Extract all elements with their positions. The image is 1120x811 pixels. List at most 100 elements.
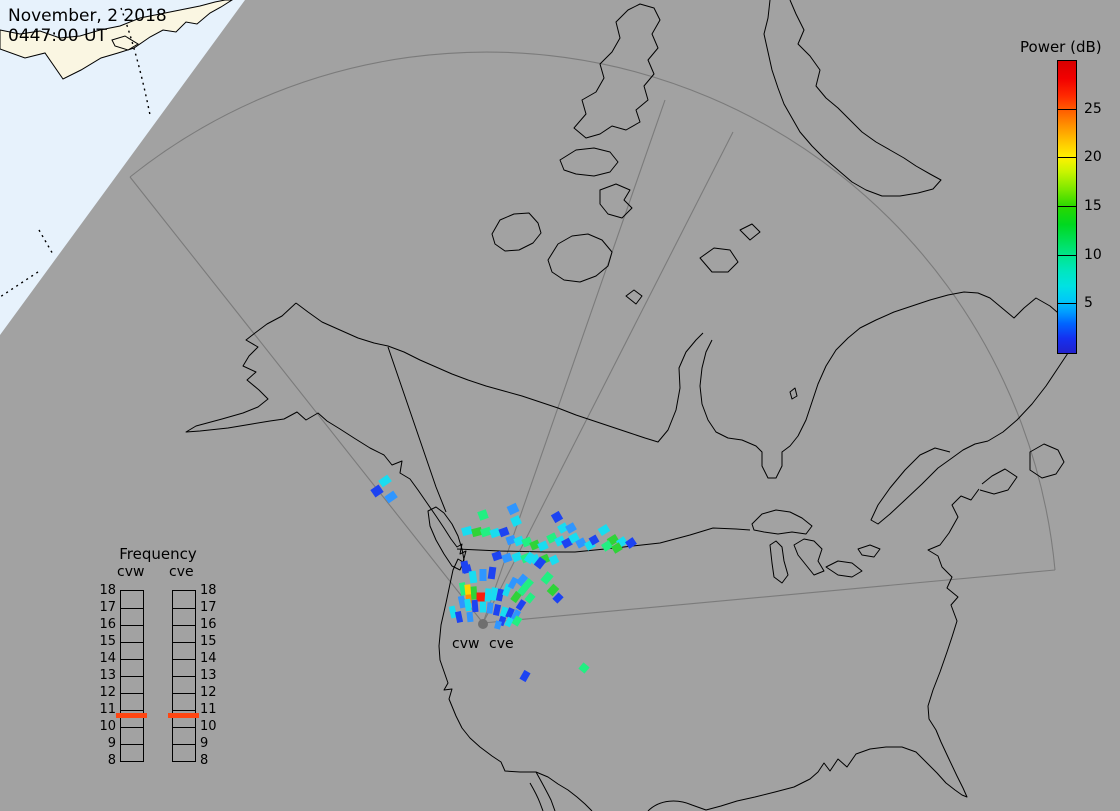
frequency-tick-label: 17 <box>99 600 116 615</box>
echo-cell <box>557 522 569 534</box>
frequency-tick-label: 10 <box>200 719 217 734</box>
frequency-rung <box>121 625 143 626</box>
colorbar-tick-line <box>1057 206 1077 207</box>
echo-cell <box>477 509 489 521</box>
frequency-tick-label: 9 <box>200 736 209 751</box>
lake-michigan <box>769 540 789 584</box>
echo-cell <box>489 527 501 539</box>
far-sea <box>0 0 245 335</box>
echo-cell <box>501 552 513 564</box>
island-somerset <box>599 183 633 219</box>
island-newfoundland <box>1029 443 1065 479</box>
echo-cell <box>491 550 503 562</box>
echo-cell <box>466 611 474 623</box>
frequency-rung <box>173 608 195 609</box>
echo-cell <box>524 592 536 604</box>
frequency-rung <box>173 744 195 745</box>
border-alaska-yukon <box>387 346 447 513</box>
timestamp-block: November, 2 2018 0447:00 UT <box>8 6 167 46</box>
echo-cell <box>597 523 611 537</box>
frequency-tick-label: 15 <box>200 634 217 649</box>
colorbar-tick-line <box>1057 108 1077 110</box>
frequency-tick-label: 12 <box>99 685 116 700</box>
colorbar-gradient-bar <box>1057 60 1077 354</box>
frequency-legend: Frequency cvw cve 18 17 16 15 14 13 12 11 10 9 8 18… <box>88 545 236 775</box>
map-coastlines <box>185 0 1075 811</box>
far-map-corner <box>0 0 245 335</box>
echo-cell <box>565 522 577 534</box>
frequency-rung <box>121 727 143 728</box>
frequency-ladder-cvw <box>116 590 147 762</box>
echo-cell <box>448 605 458 619</box>
time-label: 0447:00 UT <box>8 26 107 46</box>
far-island <box>111 35 139 51</box>
frequency-rung <box>121 744 143 745</box>
frequency-rung <box>121 608 143 609</box>
colorbar-tick-label: 10 <box>1084 246 1102 263</box>
border-us-canada <box>456 527 751 553</box>
echo-cell <box>533 556 547 570</box>
frequency-tick-label: 13 <box>200 668 217 683</box>
frequency-tick-label: 12 <box>200 685 217 700</box>
frequency-tick-label: 15 <box>99 634 116 649</box>
echo-cell <box>480 526 492 538</box>
echo-cell <box>468 570 478 584</box>
echo-cell <box>521 536 533 548</box>
frequency-tick-label: 17 <box>200 600 217 615</box>
colorbar-tick-label: 25 <box>1084 100 1102 117</box>
echo-cell <box>494 620 502 630</box>
fov-east-edge <box>482 569 1056 624</box>
island-baffin <box>763 0 942 197</box>
coast-vancouver-island <box>427 506 465 571</box>
echo-cells <box>370 474 637 683</box>
echo-cell <box>492 603 502 617</box>
echo-cell <box>540 571 554 585</box>
coast-hudson-labrador <box>699 291 1075 479</box>
echo-cell <box>461 525 473 537</box>
island-southampton <box>699 247 739 273</box>
colorbar-title: Power (dB) <box>1020 38 1102 56</box>
echo-cell <box>578 662 590 674</box>
echo-cell <box>507 576 519 590</box>
date-label: November, 2 2018 <box>8 6 167 26</box>
frequency-tick-label: 9 <box>107 736 116 751</box>
echo-cell <box>454 610 464 624</box>
frequency-rung <box>173 659 195 660</box>
frequency-tick-label: 18 <box>200 583 217 598</box>
coast-gulf-atlantic <box>647 488 980 811</box>
frequency-marker <box>116 713 147 719</box>
frequency-tick-label: 13 <box>99 668 116 683</box>
island-king-william <box>625 289 643 305</box>
frequency-rung <box>121 676 143 677</box>
frequency-tick-label: 11 <box>99 702 116 717</box>
station-label-cvw: cvw <box>452 636 479 652</box>
echo-cell <box>511 551 523 563</box>
echo-cell <box>486 602 494 614</box>
lake-huron <box>793 538 825 576</box>
echo-cell <box>537 540 549 552</box>
echo-cell <box>510 609 522 621</box>
frequency-tick-label: 16 <box>200 617 217 632</box>
echo-cell <box>515 599 527 611</box>
island-victoria <box>547 233 613 283</box>
frequency-rung <box>121 642 143 643</box>
frequency-tick-label: 11 <box>200 702 217 717</box>
island-foxe <box>739 223 761 241</box>
island-banks <box>491 212 542 252</box>
fov-outer-arc <box>129 51 1056 571</box>
echo-cell <box>370 484 384 498</box>
echo-cell <box>546 583 560 597</box>
frequency-tick-label: 16 <box>99 617 116 632</box>
frequency-rung <box>173 625 195 626</box>
coast-arctic <box>295 302 704 443</box>
radar-site-dot <box>478 619 488 629</box>
echo-cell <box>490 587 498 601</box>
echo-cell <box>625 537 637 549</box>
dotted-boundary-line <box>0 7 151 298</box>
echo-cell <box>384 490 398 504</box>
frequency-tick-label: 8 <box>200 753 209 768</box>
echo-cell <box>588 534 600 546</box>
station-label-cve: cve <box>489 636 514 652</box>
echo-cell <box>505 607 515 619</box>
